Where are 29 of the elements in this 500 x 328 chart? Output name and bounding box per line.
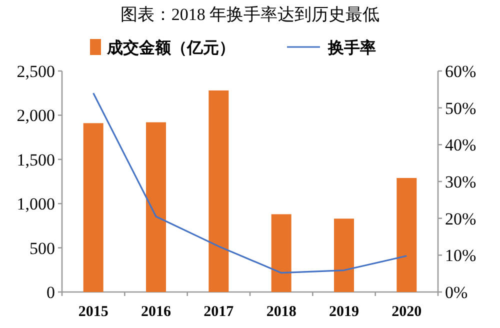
x-tick-label: 2018	[266, 304, 296, 320]
legend-label: 换手率	[327, 38, 376, 57]
bar	[208, 90, 229, 292]
bar	[271, 214, 292, 292]
y-tick-label: 1,000	[16, 194, 55, 214]
x-tick-label: 2016	[141, 304, 172, 320]
y-tick-label: 500	[30, 238, 55, 258]
chart-title: 图表：2018 年换手率达到历史最低	[120, 5, 380, 24]
x-tick-label: 2020	[392, 304, 422, 320]
y2-tick-label: 40%	[445, 136, 476, 155]
legend-label: 成交金额（亿元）	[106, 38, 235, 57]
bar	[334, 218, 354, 292]
y-tick-label: 2,000	[16, 106, 55, 126]
y2-tick-label: 10%	[445, 246, 476, 266]
y2-tick-label: 0%	[445, 283, 468, 302]
y-tick-label: 2,500	[16, 62, 55, 81]
x-tick-label: 2017	[204, 304, 234, 320]
y-tick-label: 0	[46, 283, 55, 302]
y2-tick-label: 50%	[445, 98, 476, 118]
x-tick-label: 2015	[78, 304, 108, 320]
y2-tick-label: 20%	[445, 209, 476, 228]
bar	[396, 178, 417, 292]
y-tick-label: 1,500	[16, 150, 55, 170]
bar	[83, 123, 104, 292]
line-series	[92, 92, 408, 274]
y2-tick-label: 30%	[445, 172, 476, 192]
x-tick-label: 2019	[329, 304, 359, 320]
y2-tick-label: 60%	[445, 62, 476, 81]
bar	[146, 122, 166, 292]
